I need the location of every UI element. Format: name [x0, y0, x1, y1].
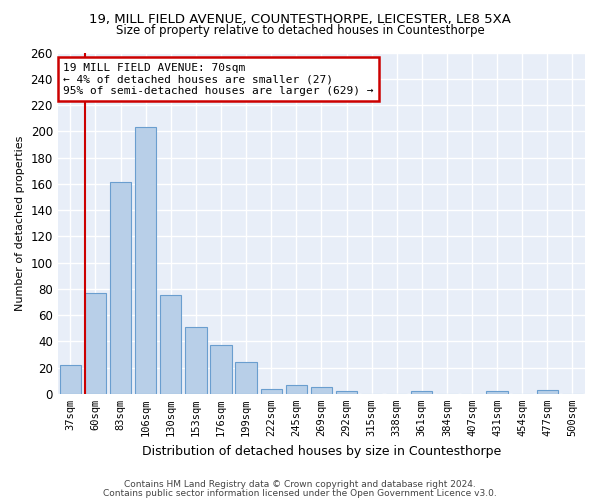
Bar	[235, 362, 257, 394]
Bar	[260, 388, 282, 394]
Bar	[110, 182, 131, 394]
Text: Contains HM Land Registry data © Crown copyright and database right 2024.: Contains HM Land Registry data © Crown c…	[124, 480, 476, 489]
Text: 19 MILL FIELD AVENUE: 70sqm
← 4% of detached houses are smaller (27)
95% of semi: 19 MILL FIELD AVENUE: 70sqm ← 4% of deta…	[63, 62, 374, 96]
Bar	[85, 292, 106, 394]
Bar	[536, 390, 558, 394]
Bar	[336, 391, 357, 394]
Bar	[160, 296, 181, 394]
Bar	[411, 391, 433, 394]
Bar	[311, 387, 332, 394]
Bar	[211, 345, 232, 394]
Y-axis label: Number of detached properties: Number of detached properties	[15, 136, 25, 311]
Bar	[59, 365, 81, 394]
Text: 19, MILL FIELD AVENUE, COUNTESTHORPE, LEICESTER, LE8 5XA: 19, MILL FIELD AVENUE, COUNTESTHORPE, LE…	[89, 12, 511, 26]
Bar	[286, 384, 307, 394]
Text: Size of property relative to detached houses in Countesthorpe: Size of property relative to detached ho…	[116, 24, 484, 37]
Bar	[487, 391, 508, 394]
Bar	[185, 327, 206, 394]
X-axis label: Distribution of detached houses by size in Countesthorpe: Distribution of detached houses by size …	[142, 444, 501, 458]
Text: Contains public sector information licensed under the Open Government Licence v3: Contains public sector information licen…	[103, 488, 497, 498]
Bar	[135, 128, 157, 394]
